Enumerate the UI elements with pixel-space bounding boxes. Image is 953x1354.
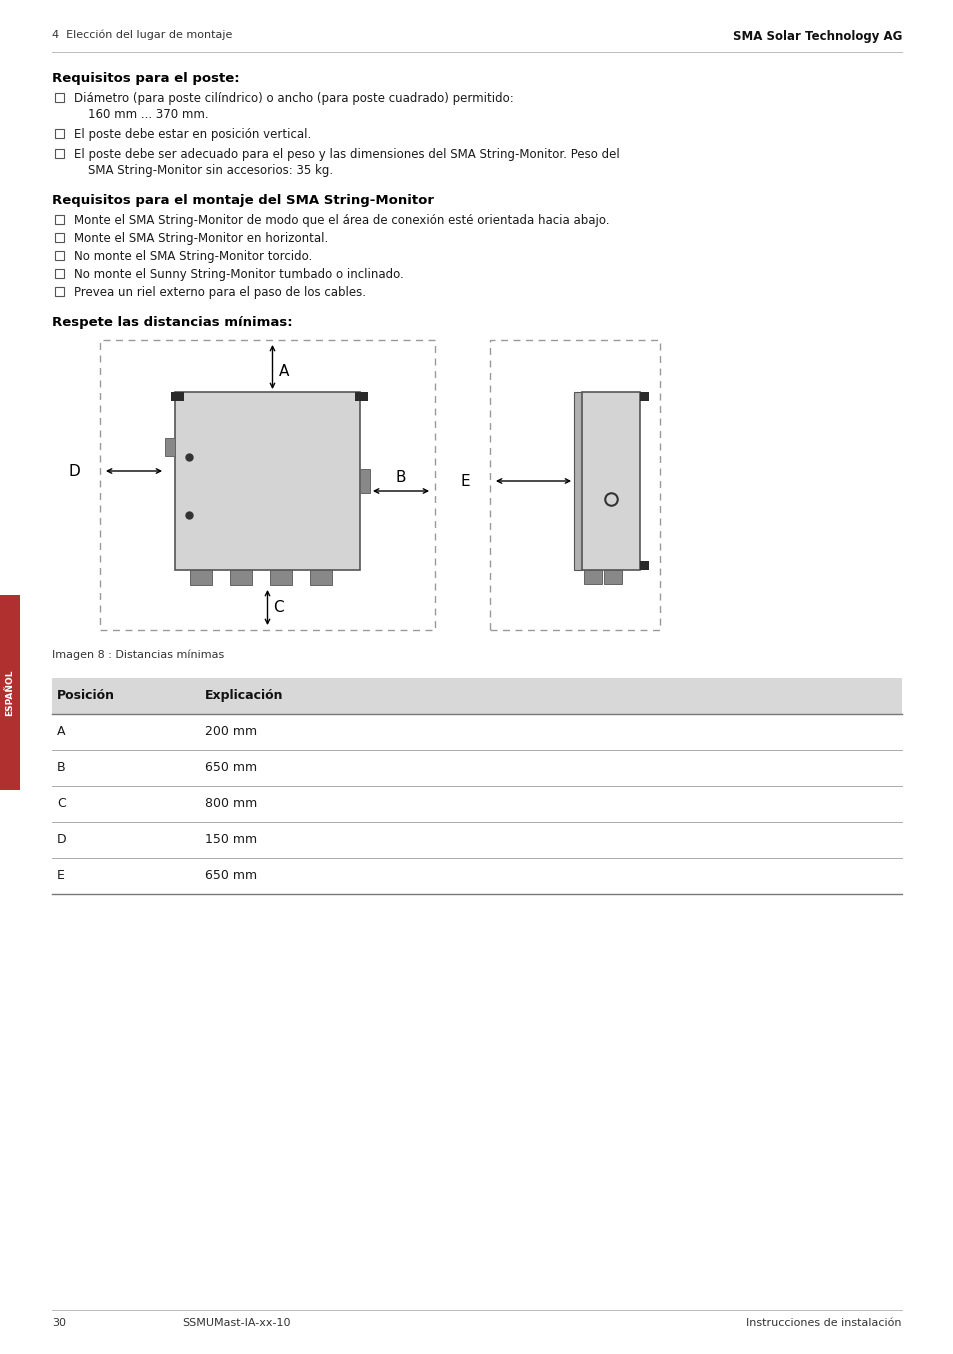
Text: Requisitos para el montaje del SMA String-Monitor: Requisitos para el montaje del SMA Strin… [52, 194, 434, 207]
Text: SMA Solar Technology AG: SMA Solar Technology AG [732, 30, 901, 43]
Bar [230, 570, 252, 585]
Bar [55, 129, 64, 138]
Text: El poste debe ser adecuado para el peso y las dimensiones del SMA String-Monitor: El poste debe ser adecuado para el peso … [74, 148, 619, 161]
Bar [355, 393, 368, 401]
Bar [490, 340, 659, 630]
Bar [359, 468, 370, 493]
Bar [581, 393, 639, 570]
Bar [190, 570, 212, 585]
Text: E: E [460, 474, 470, 489]
Bar [171, 393, 184, 401]
Text: SSMUMast-IA-xx-10: SSMUMast-IA-xx-10 [182, 1317, 291, 1328]
Text: Monte el SMA String-Monitor en horizontal.: Monte el SMA String-Monitor en horizonta… [74, 232, 328, 245]
Text: E: E [57, 869, 65, 881]
Text: A: A [57, 724, 66, 738]
Bar [52, 678, 901, 714]
Text: D: D [69, 463, 80, 478]
Text: A: A [278, 363, 289, 379]
Text: Monte el SMA String-Monitor de modo que el área de conexión esté orientada hacia: Monte el SMA String-Monitor de modo que … [74, 214, 609, 227]
Bar [55, 269, 64, 278]
Text: 4  Elección del lugar de montaje: 4 Elección del lugar de montaje [52, 30, 233, 41]
Text: 650 mm: 650 mm [205, 761, 257, 774]
Text: 650 mm: 650 mm [205, 869, 257, 881]
Text: Imagen 8 : Distancias mínimas: Imagen 8 : Distancias mínimas [52, 650, 224, 661]
Text: Respete las distancias mínimas:: Respete las distancias mínimas: [52, 315, 293, 329]
Text: SMA String-Monitor sin accesorios: 35 kg.: SMA String-Monitor sin accesorios: 35 kg… [88, 164, 333, 177]
Text: D: D [57, 833, 67, 846]
Bar [639, 393, 648, 401]
Text: Instrucciones de instalación: Instrucciones de instalación [745, 1317, 901, 1328]
Bar [574, 393, 581, 570]
Bar [270, 570, 292, 585]
Bar [100, 340, 435, 630]
Bar [55, 93, 64, 102]
Text: C: C [274, 600, 284, 615]
Bar [55, 149, 64, 158]
Text: ESPAÑOL: ESPAÑOL [6, 669, 14, 716]
Text: 800 mm: 800 mm [205, 798, 257, 810]
Text: El poste debe estar en posición vertical.: El poste debe estar en posición vertical… [74, 129, 311, 141]
Bar [55, 215, 64, 223]
Bar [55, 287, 64, 297]
Text: 150 mm: 150 mm [205, 833, 257, 846]
Text: Prevea un riel externo para el paso de los cables.: Prevea un riel externo para el paso de l… [74, 286, 366, 299]
Bar [174, 393, 359, 570]
Bar [639, 561, 648, 570]
Bar [55, 250, 64, 260]
Text: Diámetro (para poste cilíndrico) o ancho (para poste cuadrado) permitido:: Diámetro (para poste cilíndrico) o ancho… [74, 92, 514, 106]
Bar [310, 570, 332, 585]
Text: C: C [57, 798, 66, 810]
Text: Explicación: Explicación [205, 689, 283, 701]
Text: No monte el Sunny String-Monitor tumbado o inclinado.: No monte el Sunny String-Monitor tumbado… [74, 268, 403, 282]
Text: B: B [395, 470, 406, 485]
Bar [55, 233, 64, 242]
Text: 30: 30 [52, 1317, 66, 1328]
Text: 160 mm ... 370 mm.: 160 mm ... 370 mm. [88, 108, 209, 121]
Text: No monte el SMA String-Monitor torcido.: No monte el SMA String-Monitor torcido. [74, 250, 312, 263]
Text: Requisitos para el poste:: Requisitos para el poste: [52, 72, 239, 85]
Text: B: B [57, 761, 66, 774]
Bar [165, 437, 174, 456]
Bar [583, 570, 601, 584]
Bar [0, 594, 20, 789]
Text: Posición: Posición [57, 689, 115, 701]
Bar [603, 570, 621, 584]
Text: 200 mm: 200 mm [205, 724, 257, 738]
